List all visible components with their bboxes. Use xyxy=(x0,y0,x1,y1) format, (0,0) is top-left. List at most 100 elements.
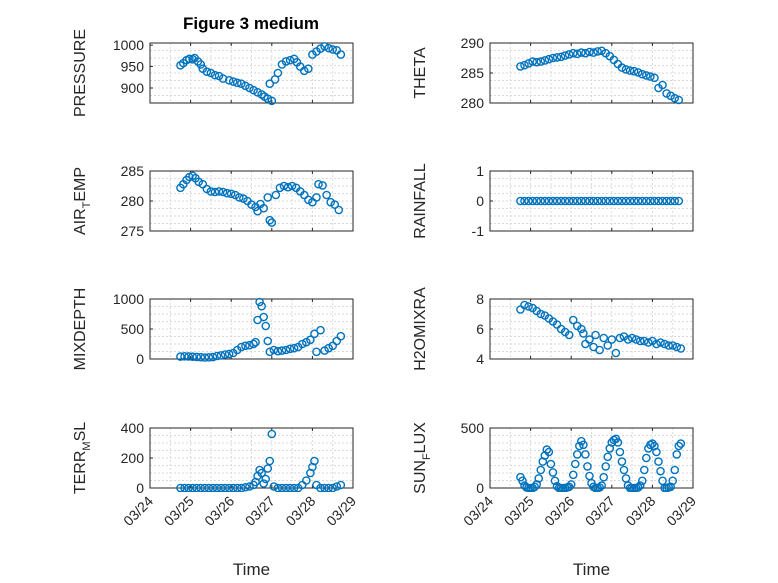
data-point xyxy=(192,483,201,492)
data-point xyxy=(575,441,584,451)
data-point xyxy=(601,462,611,471)
data-point xyxy=(196,483,206,492)
data-point xyxy=(196,352,206,362)
data-point xyxy=(556,52,566,62)
data-point xyxy=(646,196,655,206)
data-point xyxy=(251,337,260,347)
data-point xyxy=(544,447,554,457)
subplot-mixdepth: 0 500 1000 MIXDEPTH xyxy=(72,288,354,370)
data-point xyxy=(188,352,197,362)
data-point xyxy=(267,429,277,439)
data-point xyxy=(534,474,544,483)
y-tick-label: 200 xyxy=(121,450,145,466)
data-point xyxy=(322,190,331,200)
data-point xyxy=(564,482,574,492)
data-point xyxy=(241,482,250,492)
data-point xyxy=(267,218,277,227)
data-point xyxy=(674,441,684,451)
data-point xyxy=(674,95,684,105)
subplot-air-temp: 275 280 285 AIRTEMP xyxy=(72,163,354,239)
y-tick-label: 8 xyxy=(476,291,484,307)
data-point xyxy=(599,333,608,343)
data-point xyxy=(520,196,529,206)
y-tick-label: 0 xyxy=(136,480,144,496)
data-point xyxy=(226,189,236,199)
data-point xyxy=(568,470,578,480)
data-point xyxy=(336,331,346,341)
y-tick-label: 285 xyxy=(121,163,145,179)
data-point xyxy=(568,48,578,58)
data-point xyxy=(540,196,550,206)
data-point xyxy=(212,483,222,492)
y-axis-label: H2OMIXRA xyxy=(412,287,429,371)
data-point xyxy=(560,51,570,60)
data-point xyxy=(320,42,329,51)
data-point xyxy=(520,60,529,70)
data-point xyxy=(279,181,289,191)
y-tick-label: 275 xyxy=(121,223,145,239)
subplot-sun-flux: 03/24 03/25 03/26 03/27 03/28 03/29 0 500 SUNFLU… xyxy=(412,420,699,579)
data-point xyxy=(228,483,238,492)
y-tick-label: 4 xyxy=(476,351,484,367)
data-point xyxy=(520,300,529,310)
x-axis-label: Time xyxy=(233,560,270,579)
data-point xyxy=(232,483,242,492)
data-point xyxy=(564,330,574,340)
y-tick-label: 400 xyxy=(121,420,145,436)
data-point xyxy=(336,50,346,59)
data-point xyxy=(613,196,623,206)
data-point xyxy=(208,352,218,362)
data-point xyxy=(599,472,608,482)
data-point xyxy=(241,341,250,351)
data-point xyxy=(180,351,189,361)
data-point xyxy=(328,483,337,492)
data-point xyxy=(536,465,546,475)
data-point xyxy=(202,67,212,77)
data-point xyxy=(289,343,299,353)
data-point xyxy=(259,312,268,322)
data-point xyxy=(277,346,287,355)
data-point xyxy=(314,179,323,189)
data-point xyxy=(542,445,552,454)
data-point xyxy=(619,465,629,475)
data-point xyxy=(597,196,606,206)
data-point xyxy=(556,196,566,206)
data-point xyxy=(237,483,246,492)
data-point xyxy=(670,465,680,475)
data-point xyxy=(670,196,680,206)
data-point xyxy=(585,335,594,344)
data-point xyxy=(273,68,283,78)
figure-title: Figure 3 medium xyxy=(183,14,319,33)
data-point xyxy=(611,348,621,358)
data-point xyxy=(601,196,611,206)
data-point xyxy=(277,483,287,492)
data-point xyxy=(249,339,258,349)
data-point xyxy=(650,196,659,206)
data-point xyxy=(570,459,580,469)
data-point xyxy=(241,81,250,91)
data-point xyxy=(607,335,617,344)
data-point xyxy=(281,345,291,355)
data-point xyxy=(218,187,228,197)
data-point xyxy=(285,483,295,492)
data-point xyxy=(646,72,655,81)
data-point xyxy=(320,483,329,492)
x-tick-label: 03/28 xyxy=(622,493,658,529)
data-point xyxy=(185,54,194,64)
y-axis-label: PRESSURE xyxy=(72,29,89,117)
data-point xyxy=(617,196,627,206)
data-point xyxy=(249,85,258,95)
y-tick-label: 280 xyxy=(121,193,145,209)
data-point xyxy=(265,347,275,357)
data-series xyxy=(516,46,684,105)
y-tick-label: 1000 xyxy=(113,37,144,53)
data-point xyxy=(652,339,661,349)
y-axis-label: THETA xyxy=(412,47,429,99)
data-point xyxy=(224,349,234,359)
data-point xyxy=(285,344,295,354)
data-point xyxy=(644,338,653,347)
data-point xyxy=(312,193,321,202)
data-point xyxy=(263,336,273,346)
data-point xyxy=(548,468,558,477)
data-point xyxy=(200,353,210,362)
